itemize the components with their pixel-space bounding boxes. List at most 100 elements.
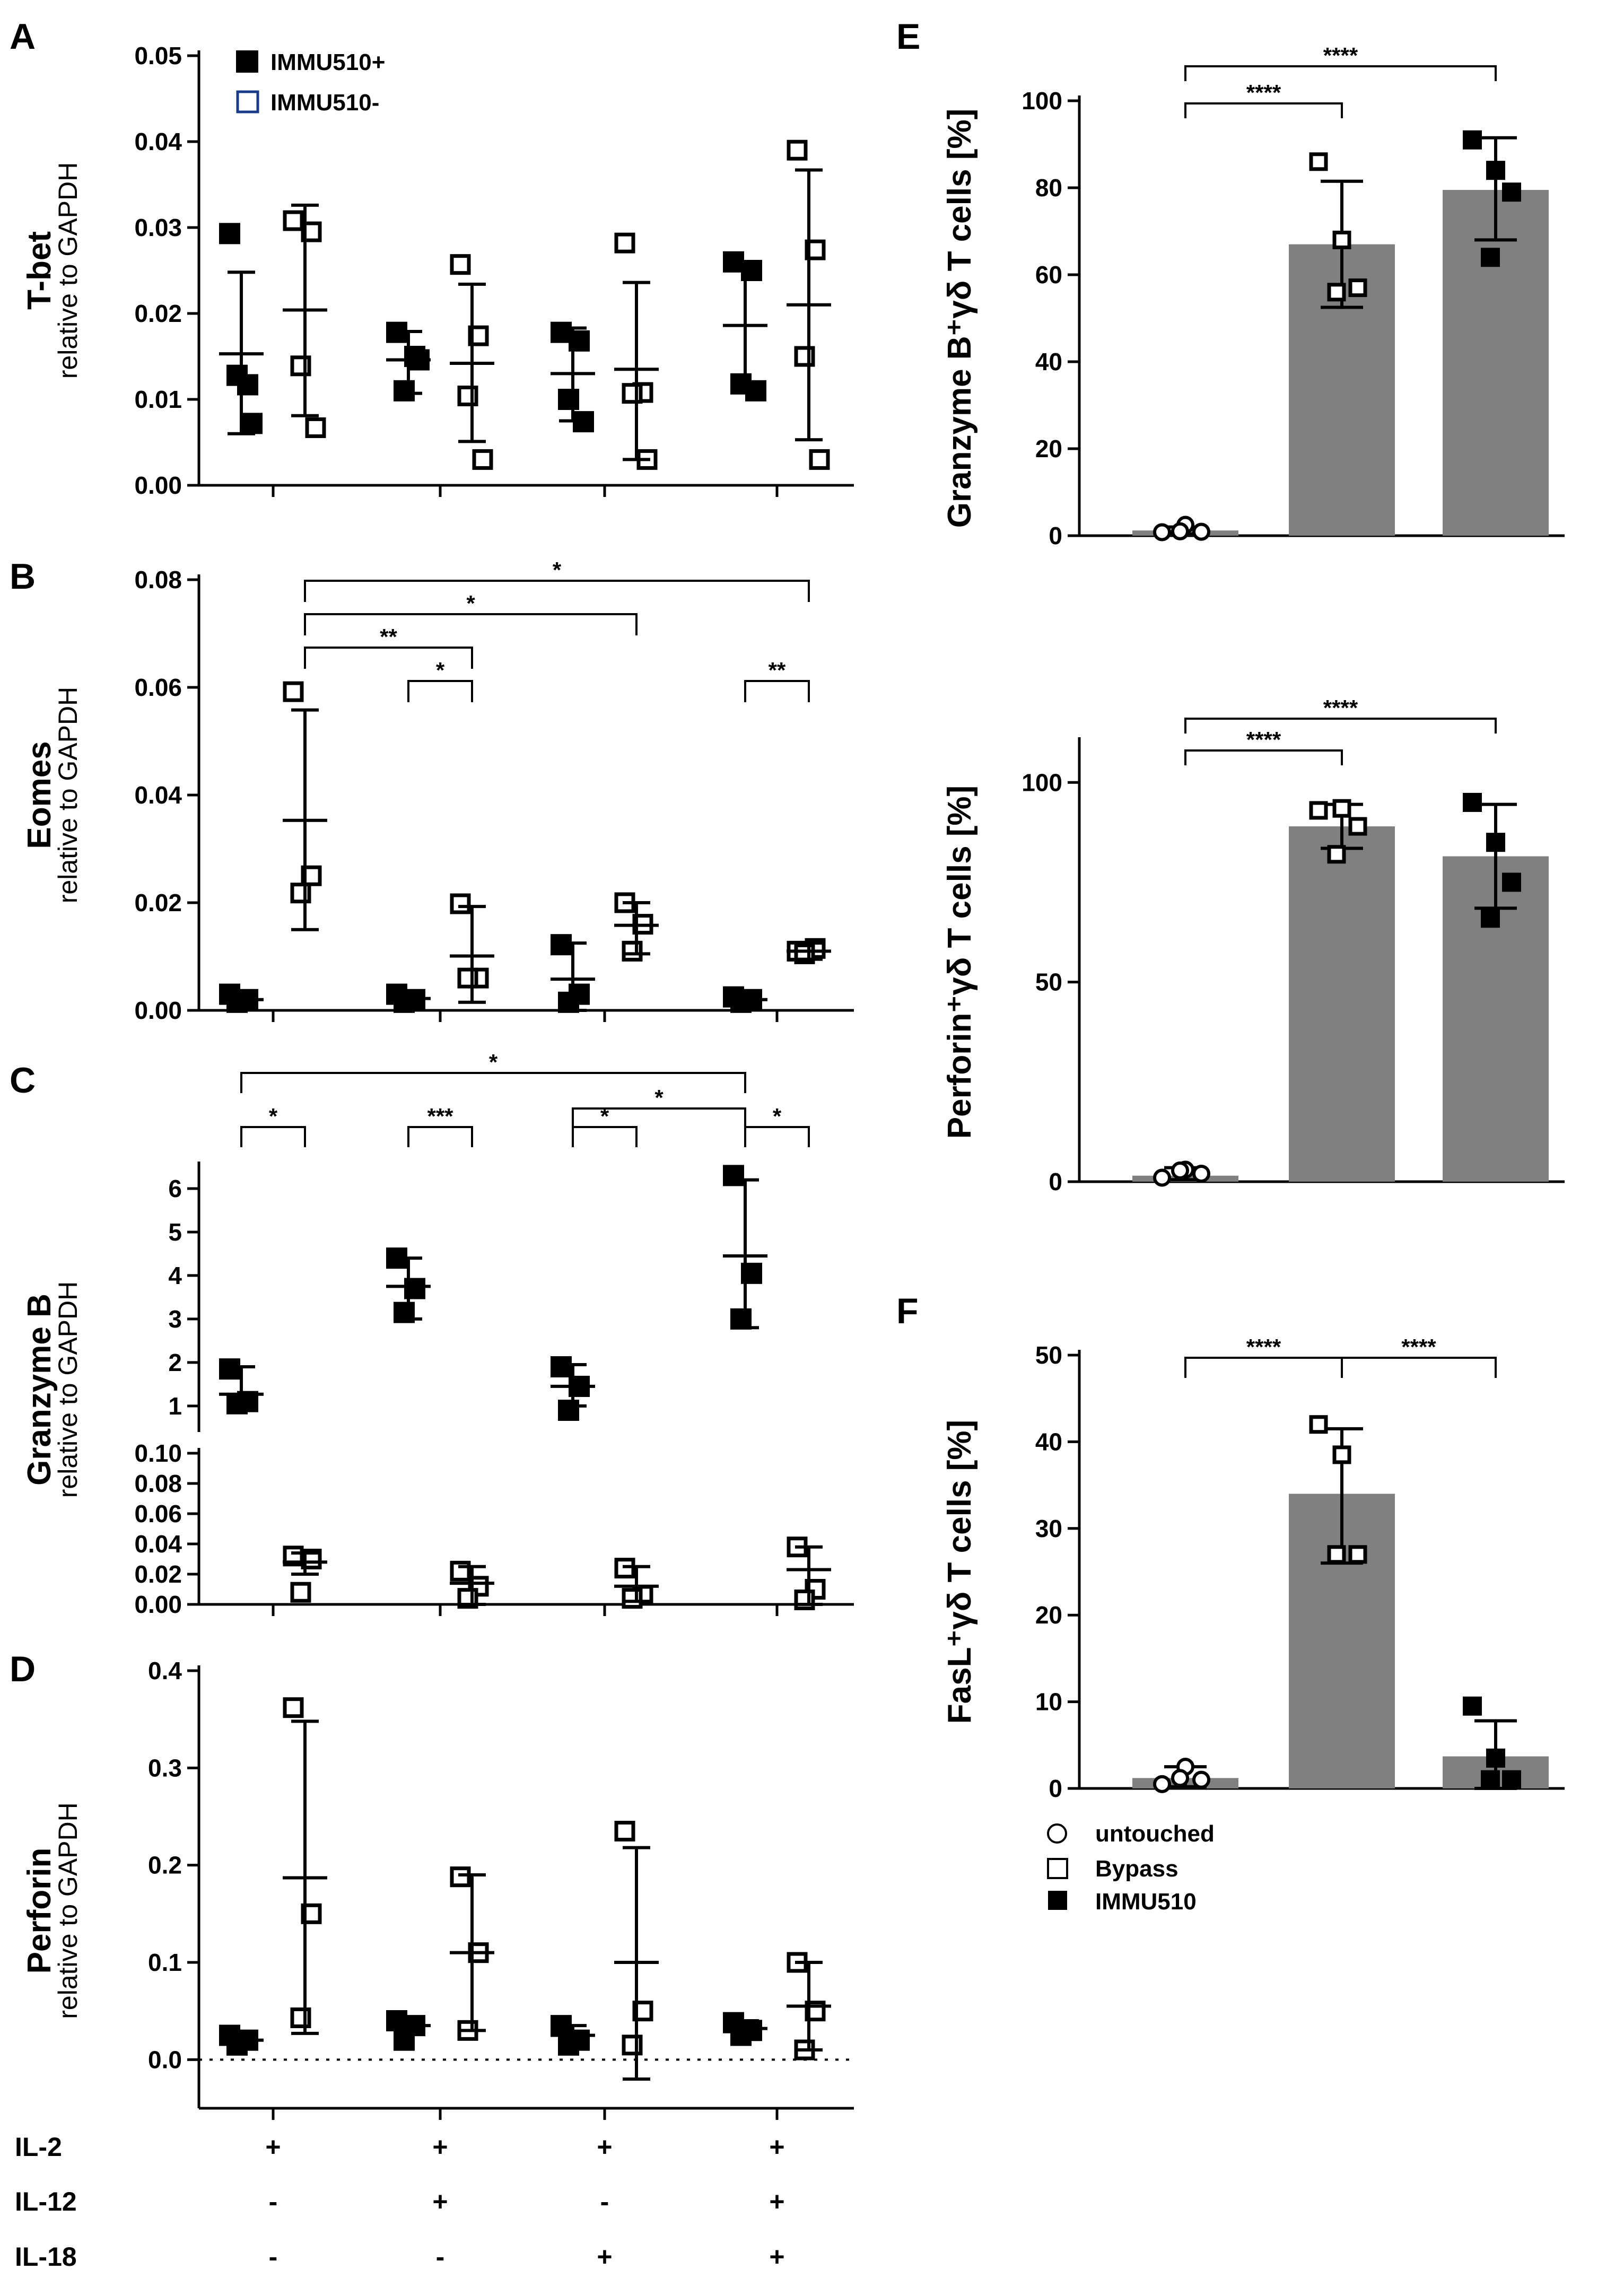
legend-label-untouched: untouched xyxy=(1095,1821,1215,1847)
panel-e-granzyme-point xyxy=(1192,522,1210,541)
panel-b-y-tick-label: 0.00 xyxy=(134,997,182,1024)
panel-d-point xyxy=(290,2007,311,2028)
panel-e-perforin-y-tick-label: 0 xyxy=(1049,1168,1062,1195)
panel-c-sig-label: * xyxy=(269,1104,278,1129)
panel-c-lower-y-tick-label: 0.00 xyxy=(134,1591,182,1618)
panel-c-lower-y-tick-label: 0.04 xyxy=(134,1530,182,1558)
panel-c-y-sublabel: relative to GAPDH xyxy=(53,1281,83,1498)
panel-e-perforin-point xyxy=(1192,1164,1210,1183)
panel-e-perforin-sig-label: **** xyxy=(1246,727,1281,752)
panel-e-granzyme-y-tick-label: 20 xyxy=(1035,435,1062,462)
panel-c-sig-bracket xyxy=(407,1126,473,1147)
panel-e-granzyme-y-tick-label: 0 xyxy=(1049,522,1062,549)
panel-c-sig-label: * xyxy=(654,1085,664,1110)
panel-c-upper-y-tick-label: 2 xyxy=(168,1349,182,1376)
panel-c-point xyxy=(226,1393,248,1415)
left-legend: IMMU510+ IMMU510- xyxy=(236,49,385,116)
panel-a-y-tick-label: 0.05 xyxy=(134,42,182,69)
panel-d-point xyxy=(283,1697,304,1718)
panel-b-sig-label: ** xyxy=(380,624,397,649)
panel-e-granzyme-y-tick-label: 40 xyxy=(1035,348,1062,376)
condition-value: - xyxy=(436,2242,445,2272)
panel-c-point xyxy=(723,1165,744,1186)
panel-f-sig-bracket xyxy=(1341,1357,1497,1378)
panel-d-point xyxy=(558,2034,579,2056)
legend-label-pos: IMMU510+ xyxy=(270,49,385,75)
panel-c-lower-y-tick-label: 0.06 xyxy=(134,1500,182,1527)
panel-label-f: F xyxy=(896,1291,919,1331)
panel-e-perforin-point xyxy=(1171,1161,1189,1180)
panel-d-y-tick-label: 0.3 xyxy=(148,1754,182,1782)
panel-c-upper-y-tick-label: 5 xyxy=(168,1218,182,1246)
panel-f-sig-label: **** xyxy=(1246,1334,1281,1359)
panel-b-point xyxy=(290,883,311,904)
panel-c-chart: 1 2 3 4 5 6 0.00 0.020.04 0.06 0.08 0.10 Granzyme B… xyxy=(21,1050,854,1618)
panel-f-y-label: FasL⁺γδ T cells [%] xyxy=(941,1420,978,1724)
legend-open-square-icon xyxy=(236,90,259,114)
condition-value: + xyxy=(769,2132,784,2162)
condition-label: IL-12 xyxy=(15,2187,77,2216)
panel-label-c: C xyxy=(10,1060,36,1101)
panel-c-sig-bracket xyxy=(744,1126,810,1147)
legend-square-open-icon xyxy=(1047,1858,1068,1879)
panel-f-y-tick-label: 10 xyxy=(1035,1688,1062,1716)
condition-value: + xyxy=(432,2187,448,2216)
panel-d-point xyxy=(450,1866,471,1888)
panel-b-sig-bracket xyxy=(304,613,638,635)
panel-e-perforin-sig-label: **** xyxy=(1323,695,1358,720)
panel-f-point xyxy=(1327,1545,1346,1564)
panel-b-y-tick-label: 0.08 xyxy=(134,566,182,593)
condition-value: - xyxy=(269,2242,278,2272)
panel-b-sig-label: * xyxy=(436,658,445,683)
panel-a-y-tick-label: 0.03 xyxy=(134,214,182,241)
panel-b-y-label: Eomes xyxy=(21,741,58,849)
panel-d-y-sublabel: relative to GAPDH xyxy=(53,1802,83,2019)
panel-b-sig-bracket xyxy=(304,580,810,602)
panel-f-sig-bracket xyxy=(1184,1357,1343,1378)
panel-f-y-tick-label: 30 xyxy=(1035,1515,1062,1542)
panel-e-granzyme-sig-label: **** xyxy=(1246,80,1281,105)
panel-a-y-tick-label: 0.00 xyxy=(134,472,182,499)
panel-e-granzyme-chart: 0 20 40 60 80 100 Granzyme B⁺γδ T cells [%] ***… xyxy=(941,43,1565,549)
panel-e-granzyme-point xyxy=(1502,182,1521,202)
panel-b-point xyxy=(551,934,572,956)
panel-e-perforin-sig-bracket xyxy=(1184,749,1343,765)
condition-value: + xyxy=(769,2187,784,2216)
panel-f-point xyxy=(1332,1445,1351,1464)
panel-a-point xyxy=(226,364,248,386)
panel-a-point xyxy=(450,254,471,275)
panel-a-y-tick-label: 0.02 xyxy=(134,300,182,327)
panel-c-upper-y-tick-label: 4 xyxy=(168,1262,182,1289)
panel-f-chart: 0 10 20 30 40 50 FasL⁺γδ T cells [%] **** **** xyxy=(941,1334,1565,1802)
panel-a-point xyxy=(794,346,815,367)
panel-c-point xyxy=(219,1358,240,1380)
panel-e-perforin-y-tick-label: 100 xyxy=(1022,769,1062,796)
panel-a-y-tick-label: 0.01 xyxy=(134,386,182,413)
panel-c-sig-bracket xyxy=(240,1126,306,1147)
panel-a-point xyxy=(809,449,830,470)
panel-c-point xyxy=(730,1308,752,1330)
panel-a-point xyxy=(614,232,635,254)
panel-a-y-label: T-bet xyxy=(21,231,58,310)
legend-square-filled-icon xyxy=(1048,1891,1067,1910)
panel-e-perforin-point xyxy=(1463,792,1482,812)
right-legend: untouched Bypass IMMU510 xyxy=(1047,1821,1215,1915)
panel-f-y-tick-label: 40 xyxy=(1035,1428,1062,1455)
panel-f-point xyxy=(1348,1545,1367,1564)
panel-b-point xyxy=(283,681,304,702)
panel-c-y-label: Granzyme B xyxy=(21,1294,58,1486)
condition-label: IL-18 xyxy=(15,2242,77,2272)
panel-e-granzyme-point xyxy=(1332,230,1351,249)
panel-b-y-sublabel: relative to GAPDH xyxy=(53,687,83,903)
panel-e-granzyme-point xyxy=(1486,161,1505,180)
panel-c-sig-bracket xyxy=(572,1126,638,1147)
panel-c-upper-y-tick-label: 6 xyxy=(168,1175,182,1202)
panel-c-sig-label: * xyxy=(600,1104,609,1129)
condition-label: IL-2 xyxy=(15,2132,62,2162)
panel-a-point xyxy=(283,210,304,231)
panel-c-point xyxy=(290,1582,311,1603)
panel-c-upper-y-tick-label: 3 xyxy=(168,1305,182,1333)
panel-f-point xyxy=(1463,1696,1482,1716)
panel-e-perforin-chart: 0 50 100 Perforin⁺γδ T cells [%] **** **** xyxy=(941,695,1565,1195)
